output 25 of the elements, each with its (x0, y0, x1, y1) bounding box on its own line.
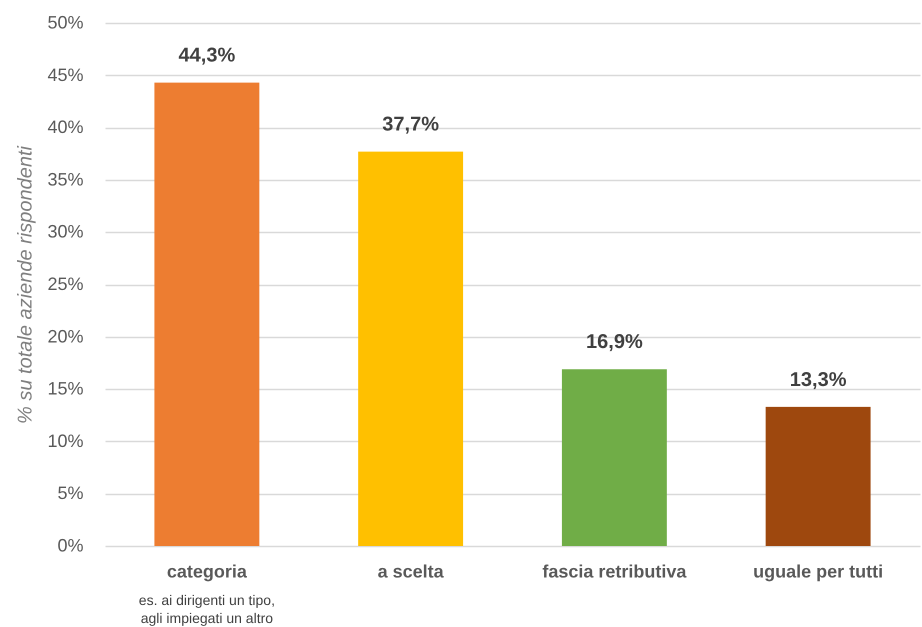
x-tick-label: a scelta (378, 562, 445, 582)
x-tick-label: fascia retributiva (542, 562, 688, 582)
y-tick-label: 45% (47, 64, 84, 85)
bar (358, 152, 464, 546)
y-axis-title: % su totale aziende rispondenti (14, 145, 36, 424)
bar (154, 82, 260, 546)
data-label: 44,3% (178, 44, 236, 67)
data-label: 16,9% (586, 331, 643, 354)
y-tick-label: 10% (47, 430, 84, 451)
data-label: 37,7% (382, 114, 440, 136)
bar (562, 369, 667, 546)
y-tick-label: 15% (47, 378, 84, 399)
bar (766, 406, 871, 546)
y-tick-label: 0% (57, 536, 84, 556)
y-tick-label: 50% (47, 12, 84, 32)
y-tick-label: 40% (47, 117, 84, 138)
y-tick-label: 25% (47, 274, 84, 294)
y-tick-label: 20% (47, 326, 84, 346)
y-tick-label: 35% (47, 169, 84, 190)
x-tick-label: categoria (166, 562, 248, 582)
y-tick-label: 5% (57, 483, 84, 504)
data-label: 13,3% (790, 368, 847, 391)
x-tick-label: uguale per tutti (753, 562, 884, 582)
text: es. ai dirigenti un tipo, agli impiegati un altro (138, 592, 275, 626)
y-tick-label: 30% (47, 222, 84, 242)
